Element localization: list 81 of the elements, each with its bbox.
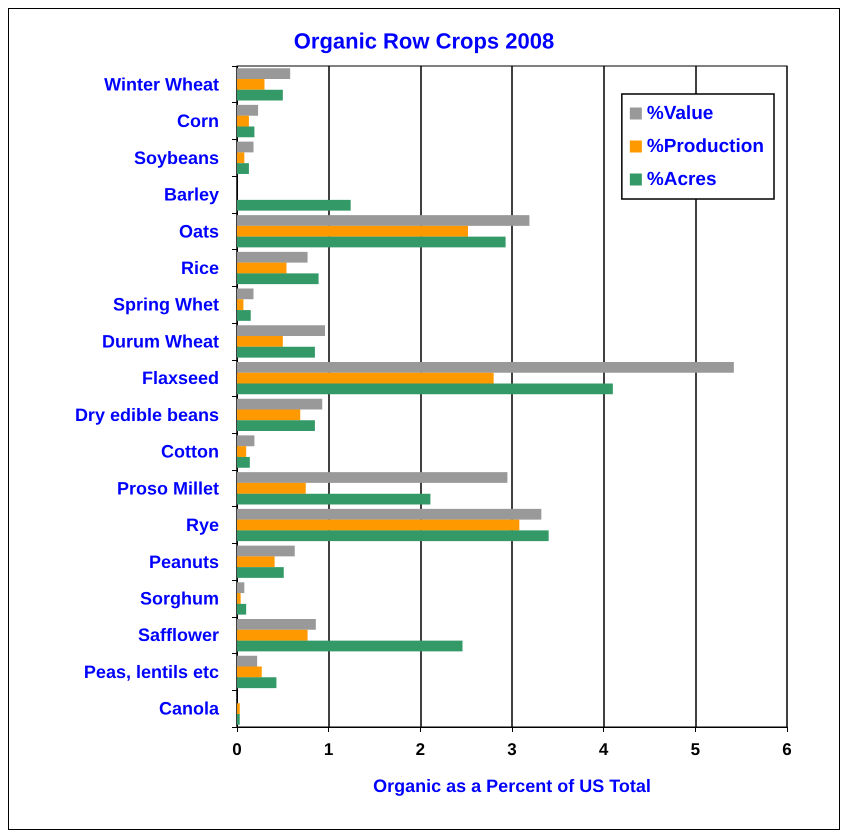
chart-title: Organic Row Crops 2008 [294, 28, 554, 54]
bar [237, 494, 430, 504]
y-tick-label: Flaxseed [142, 368, 219, 388]
bar [237, 508, 542, 520]
y-tick-label: Proso Millet [116, 478, 220, 498]
y-tick-label: Rye [186, 515, 219, 536]
bar [237, 656, 258, 667]
bar [237, 714, 240, 725]
y-tick-label: Cotton [161, 442, 219, 462]
bar [237, 384, 613, 394]
bar [237, 288, 254, 300]
bar [237, 619, 316, 630]
bar [237, 446, 246, 457]
bar [237, 630, 308, 641]
bar [237, 163, 249, 174]
bar [237, 126, 254, 138]
bar [237, 236, 506, 248]
bar [237, 252, 308, 263]
y-tick-label: Oats [178, 221, 219, 242]
bar [237, 556, 275, 568]
x-tick-label: 3 [507, 740, 517, 759]
bar [237, 200, 351, 211]
x-tick-label: 2 [416, 740, 426, 759]
legend-label: %Value [646, 103, 714, 124]
bar [237, 68, 290, 79]
y-tick-label: Barley [164, 184, 219, 205]
x-axis-title: Organic as a Percent of US Total [373, 776, 651, 796]
legend-label: %Acres [646, 169, 717, 190]
y-tick-label: Soybeans [134, 148, 219, 168]
bar [237, 472, 508, 483]
bar [237, 215, 530, 226]
x-tick-label: 4 [598, 740, 609, 759]
y-tick-label: Durum Wheat [102, 331, 220, 352]
bar [237, 546, 295, 556]
bar [237, 666, 262, 678]
bar [237, 116, 249, 126]
bar [237, 346, 315, 358]
y-tick-label: Peas, lentils etc [84, 662, 219, 682]
bar [237, 520, 520, 530]
bar [237, 530, 549, 542]
bar [237, 640, 462, 652]
y-tick-label: Winter Wheat [104, 74, 219, 94]
bar [237, 299, 244, 310]
x-tick-label: 6 [782, 740, 792, 759]
x-tick-label: 5 [690, 740, 700, 759]
bar [237, 226, 468, 237]
y-tick-label: Sorghum [140, 588, 219, 608]
bar [237, 456, 250, 468]
bar [237, 420, 315, 432]
x-tick-label: 0 [232, 740, 242, 759]
bar [237, 325, 325, 336]
bar [237, 310, 251, 321]
bar [237, 78, 264, 90]
bar [237, 604, 246, 615]
y-tick-label: Safflower [138, 625, 219, 646]
x-tick-label: 1 [324, 740, 334, 759]
bar [237, 677, 276, 688]
bar [237, 398, 322, 410]
bar [237, 703, 240, 714]
y-tick-label: Canola [158, 698, 220, 719]
bar [237, 152, 244, 164]
bar [237, 482, 306, 494]
bar [237, 262, 286, 274]
legend-label: %Production [646, 136, 764, 157]
bar [237, 582, 244, 594]
bar [237, 435, 254, 446]
bar [237, 372, 494, 384]
bar [237, 142, 254, 152]
bar [237, 104, 258, 116]
bar [237, 409, 300, 420]
bar [237, 273, 319, 284]
y-tick-label: Peanuts [148, 552, 219, 572]
bar [237, 90, 283, 101]
y-tick-label: Rice [180, 258, 219, 278]
y-tick-label: Corn [177, 111, 219, 132]
bar [237, 567, 284, 578]
y-tick-label: Dry edible beans [74, 404, 219, 425]
bar [237, 362, 734, 373]
bar [237, 336, 283, 347]
bar [237, 593, 241, 604]
y-tick-label: Spring Whet [113, 294, 219, 315]
